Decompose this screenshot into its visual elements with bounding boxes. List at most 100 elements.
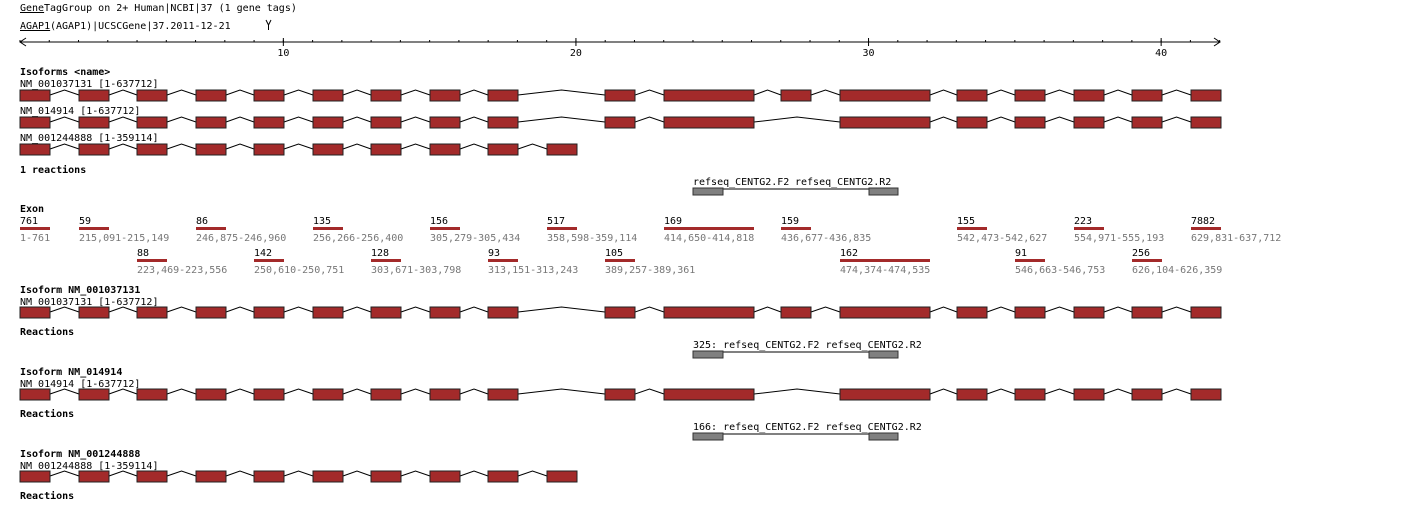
- exon[interactable]: [956, 116, 988, 129]
- exon[interactable]: [839, 388, 931, 401]
- exon[interactable]: [487, 388, 519, 401]
- exon[interactable]: [1190, 388, 1222, 401]
- exon[interactable]: [1014, 388, 1046, 401]
- isoform-label[interactable]: NM_001037131 [1-637712]: [20, 297, 158, 308]
- exon[interactable]: [195, 89, 227, 102]
- exon[interactable]: [1073, 388, 1105, 401]
- exon-bar[interactable]: [137, 259, 167, 262]
- exon[interactable]: [1073, 116, 1105, 129]
- primer[interactable]: [868, 187, 899, 196]
- exon[interactable]: [19, 388, 51, 401]
- gene-link[interactable]: AGAP1: [20, 21, 50, 32]
- exon[interactable]: [370, 89, 402, 102]
- exon[interactable]: [839, 116, 931, 129]
- exon-bar[interactable]: [313, 227, 343, 230]
- isoform-label[interactable]: NM_014914 [1-637712]: [20, 106, 140, 117]
- exon[interactable]: [780, 89, 812, 102]
- exon[interactable]: [429, 89, 461, 102]
- exon-bar[interactable]: [79, 227, 109, 230]
- exon[interactable]: [19, 116, 51, 129]
- exon[interactable]: [370, 143, 402, 156]
- title-link[interactable]: Gene: [20, 3, 44, 14]
- exon[interactable]: [19, 306, 51, 319]
- exon[interactable]: [1190, 306, 1222, 319]
- exon[interactable]: [663, 306, 755, 319]
- exon[interactable]: [253, 143, 285, 156]
- isoform-label[interactable]: NM_014914 [1-637712]: [20, 379, 140, 390]
- exon[interactable]: [78, 388, 110, 401]
- exon-bar[interactable]: [1015, 259, 1045, 262]
- exon[interactable]: [663, 116, 755, 129]
- exon[interactable]: [429, 116, 461, 129]
- exon[interactable]: [956, 306, 988, 319]
- exon-bar[interactable]: [1132, 259, 1162, 262]
- exon[interactable]: [663, 89, 755, 102]
- exon[interactable]: [312, 116, 344, 129]
- exon[interactable]: [78, 89, 110, 102]
- exon[interactable]: [604, 306, 636, 319]
- exon[interactable]: [78, 470, 110, 483]
- isoform-label[interactable]: NM_001244888 [1-359114]: [20, 133, 158, 144]
- exon[interactable]: [312, 388, 344, 401]
- exon-bar[interactable]: [957, 227, 987, 230]
- exon[interactable]: [429, 388, 461, 401]
- exon-bar[interactable]: [1191, 227, 1221, 230]
- exon[interactable]: [604, 388, 636, 401]
- exon[interactable]: [487, 89, 519, 102]
- exon[interactable]: [370, 306, 402, 319]
- isoform-label[interactable]: NM_001244888 [1-359114]: [20, 461, 158, 472]
- exon-bar[interactable]: [430, 227, 460, 230]
- exon[interactable]: [253, 89, 285, 102]
- exon[interactable]: [1014, 89, 1046, 102]
- exon[interactable]: [1131, 388, 1163, 401]
- exon[interactable]: [19, 89, 51, 102]
- exon[interactable]: [253, 470, 285, 483]
- exon[interactable]: [136, 116, 168, 129]
- exon[interactable]: [546, 143, 578, 156]
- exon-bar[interactable]: [196, 227, 226, 230]
- primer[interactable]: [692, 187, 724, 196]
- exon[interactable]: [78, 116, 110, 129]
- exon[interactable]: [195, 470, 227, 483]
- primer[interactable]: [868, 350, 899, 359]
- exon-bar[interactable]: [605, 259, 635, 262]
- exon[interactable]: [312, 306, 344, 319]
- exon[interactable]: [780, 306, 812, 319]
- gene-icon[interactable]: [265, 19, 272, 30]
- exon[interactable]: [1073, 89, 1105, 102]
- exon[interactable]: [839, 89, 931, 102]
- exon[interactable]: [1190, 89, 1222, 102]
- exon[interactable]: [429, 470, 461, 483]
- exon[interactable]: [370, 470, 402, 483]
- exon[interactable]: [136, 143, 168, 156]
- exon[interactable]: [195, 116, 227, 129]
- exon[interactable]: [487, 306, 519, 319]
- exon[interactable]: [136, 89, 168, 102]
- exon[interactable]: [136, 306, 168, 319]
- exon-bar[interactable]: [781, 227, 811, 230]
- exon[interactable]: [429, 143, 461, 156]
- isoform-label[interactable]: NM_001037131 [1-637712]: [20, 79, 158, 90]
- exon[interactable]: [195, 306, 227, 319]
- primer[interactable]: [692, 350, 724, 359]
- exon[interactable]: [195, 388, 227, 401]
- exon[interactable]: [1131, 89, 1163, 102]
- exon-bar[interactable]: [20, 227, 50, 230]
- exon-bar[interactable]: [840, 259, 930, 262]
- primer[interactable]: [692, 432, 724, 441]
- exon[interactable]: [312, 470, 344, 483]
- exon[interactable]: [1190, 116, 1222, 129]
- exon-bar[interactable]: [1074, 227, 1104, 230]
- exon[interactable]: [78, 306, 110, 319]
- exon-bar[interactable]: [488, 259, 518, 262]
- exon[interactable]: [604, 116, 636, 129]
- exon[interactable]: [19, 470, 51, 483]
- exon[interactable]: [604, 89, 636, 102]
- exon[interactable]: [839, 306, 931, 319]
- exon[interactable]: [253, 306, 285, 319]
- exon[interactable]: [19, 143, 51, 156]
- exon[interactable]: [956, 388, 988, 401]
- exon[interactable]: [956, 89, 988, 102]
- exon[interactable]: [312, 143, 344, 156]
- exon[interactable]: [253, 388, 285, 401]
